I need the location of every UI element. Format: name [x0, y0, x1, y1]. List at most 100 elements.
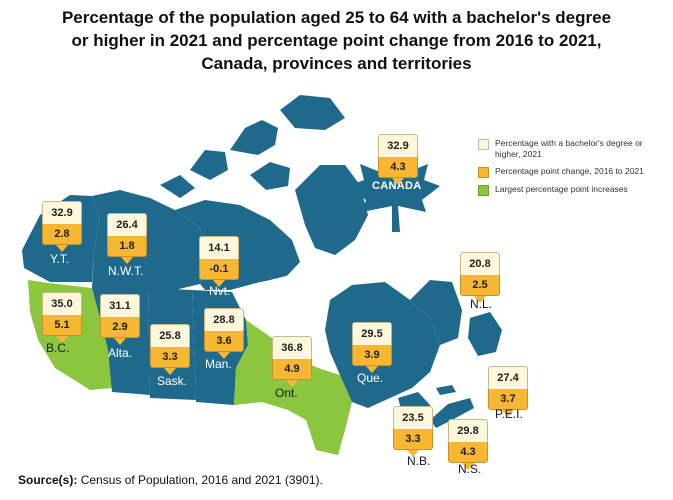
callout-bc: 35.0 5.1	[42, 292, 82, 343]
arctic-island	[250, 162, 290, 190]
legend-swatch-highlight	[478, 185, 489, 196]
callout-change: -0.1	[199, 259, 239, 280]
callout-pct: 20.8	[460, 252, 500, 275]
source-label: Source(s):	[18, 473, 78, 487]
source-note: Source(s): Census of Population, 2016 an…	[18, 473, 323, 487]
newfoundland-region	[468, 312, 502, 356]
callout-que: 29.5 3.9	[352, 322, 392, 373]
ontario-region	[234, 320, 352, 455]
region-name-ns: N.S.	[458, 462, 482, 476]
callout-pointer	[218, 352, 230, 359]
callout-pei: 27.4 3.7	[488, 366, 528, 417]
callout-yt: 32.9 2.8	[42, 201, 82, 252]
callout-change: 4.3	[448, 442, 488, 463]
callout-pct: 28.8	[204, 308, 244, 331]
callout-pointer	[164, 368, 176, 375]
callout-pct: 31.1	[100, 294, 140, 317]
callout-nvt: 14.1 -0.1	[199, 236, 239, 287]
region-name-man: Man.	[205, 357, 232, 371]
arctic-island	[230, 120, 278, 155]
callout-sask: 25.8 3.3	[150, 324, 190, 375]
callout-pointer	[114, 338, 126, 345]
map-legend: Percentage with a bachelor's degree or h…	[478, 138, 658, 202]
callout-pct: 25.8	[150, 324, 190, 347]
callout-pct: 32.9	[42, 201, 82, 224]
callout-pointer	[502, 410, 514, 417]
region-name-nl: N.L.	[470, 297, 493, 311]
legend-label: Percentage point change, 2016 to 2021	[495, 166, 644, 176]
callout-man: 28.8 3.6	[204, 308, 244, 359]
callout-pointer	[462, 463, 474, 470]
region-name-bc: B.C.	[46, 341, 70, 355]
callout-change: 2.5	[460, 275, 500, 296]
maple-leaf-icon	[348, 138, 440, 232]
region-name-nvt: Nvt.	[209, 284, 231, 298]
callout-change: 2.9	[100, 317, 140, 338]
callout-pct: 23.5	[393, 406, 433, 429]
region-name-nb: N.B.	[407, 454, 431, 468]
callout-pointer	[407, 450, 419, 457]
arctic-island	[280, 95, 345, 130]
region-name-ont: Ont.	[275, 386, 298, 400]
canada-pct: 32.9	[378, 134, 418, 157]
callout-pointer	[121, 257, 133, 264]
legend-swatch-change	[478, 167, 489, 178]
labrador-region	[410, 280, 462, 345]
callout-pointer	[56, 336, 68, 343]
callout-pct: 14.1	[199, 236, 239, 259]
canada-callout: 32.9 4.3	[378, 134, 418, 185]
callout-change: 5.1	[42, 315, 82, 336]
callout-pointer	[286, 380, 298, 387]
callout-change: 3.9	[352, 345, 392, 366]
callout-alta: 31.1 2.9	[100, 294, 140, 345]
source-text: Census of Population, 2016 and 2021 (390…	[80, 473, 323, 487]
region-name-nwt: N.W.T.	[108, 264, 144, 278]
legend-label: Percentage with a bachelor's degree or h…	[495, 138, 643, 159]
callout-pointer	[366, 366, 378, 373]
map-title: Percentage of the population aged 25 to …	[0, 6, 673, 75]
legend-item: Percentage with a bachelor's degree or h…	[478, 138, 658, 160]
legend-swatch-pct	[478, 139, 489, 150]
callout-pct: 35.0	[42, 292, 82, 315]
canada-label: CANADA	[372, 180, 422, 192]
canada-change: 4.3	[378, 157, 418, 178]
callout-nwt: 26.4 1.8	[107, 213, 147, 264]
ns-region	[430, 398, 474, 428]
callout-change: 4.9	[272, 359, 312, 380]
legend-item: Percentage point change, 2016 to 2021	[478, 166, 658, 178]
arctic-island	[160, 175, 195, 198]
callout-change: 3.6	[204, 331, 244, 352]
region-name-sask: Sask.	[157, 374, 188, 388]
hudson-bay	[238, 275, 332, 342]
callout-pct: 29.8	[448, 419, 488, 442]
callout-change: 3.3	[393, 429, 433, 450]
callout-change: 1.8	[107, 236, 147, 257]
pei-region	[436, 385, 456, 395]
callout-pct: 29.5	[352, 322, 392, 345]
legend-label: Largest percentage point increases	[495, 184, 628, 194]
callout-pointer	[213, 280, 225, 287]
region-name-yt: Y.T.	[50, 252, 70, 266]
callout-change: 3.7	[488, 389, 528, 410]
callout-ont: 36.8 4.9	[272, 336, 312, 387]
callout-pointer	[392, 178, 404, 185]
region-name-que: Que.	[357, 371, 384, 385]
title-line-2: or higher in 2021 and percentage point c…	[71, 31, 602, 50]
title-line-3: Canada, provinces and territories	[201, 54, 472, 73]
callout-pct: 36.8	[272, 336, 312, 359]
callout-change: 3.3	[150, 347, 190, 368]
callout-nb: 23.5 3.3	[393, 406, 433, 457]
callout-pct: 26.4	[107, 213, 147, 236]
callout-pct: 27.4	[488, 366, 528, 389]
baffin-island	[295, 165, 368, 255]
legend-item: Largest percentage point increases	[478, 184, 658, 196]
callout-pointer	[56, 245, 68, 252]
arctic-island	[190, 150, 228, 180]
callout-change: 2.8	[42, 224, 82, 245]
title-line-1: Percentage of the population aged 25 to …	[61, 8, 612, 27]
callout-ns: 29.8 4.3	[448, 419, 488, 470]
callout-nl: 20.8 2.5	[460, 252, 500, 303]
region-name-pei: P.E.I.	[495, 407, 523, 421]
